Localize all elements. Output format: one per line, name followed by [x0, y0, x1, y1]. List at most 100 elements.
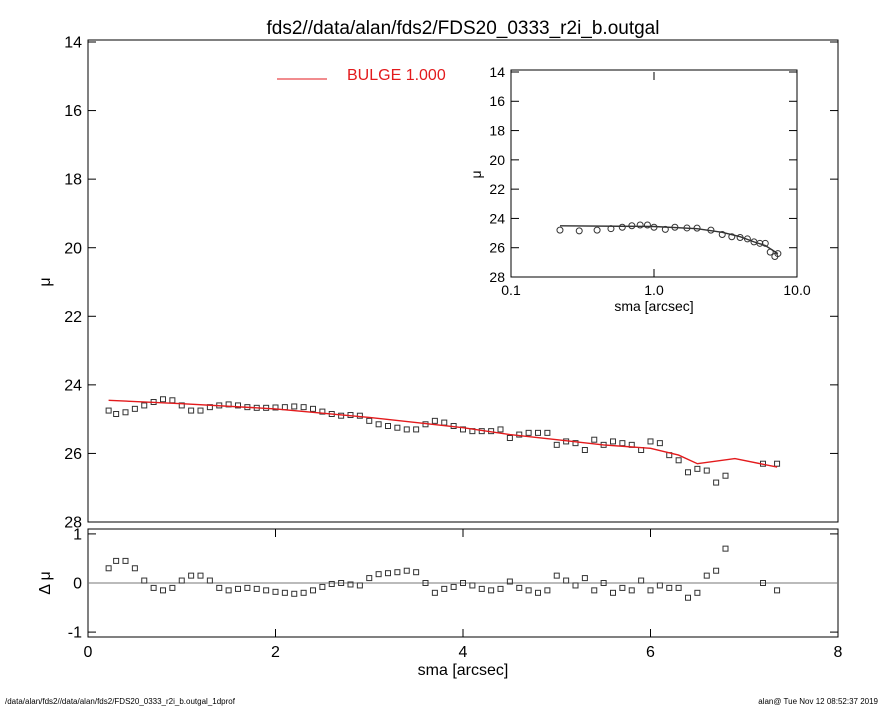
data-point: [506, 578, 513, 585]
data-point: [685, 594, 691, 601]
data-point: [636, 221, 644, 229]
y-tick-label: 20: [64, 240, 82, 257]
data-point: [774, 587, 781, 594]
data-point: [694, 465, 701, 472]
data-point: [703, 572, 710, 579]
data-point: [581, 447, 588, 453]
data-point: [141, 402, 148, 409]
data-point: [553, 572, 560, 579]
data-point: [160, 396, 166, 403]
data-point: [581, 575, 588, 582]
data-point: [385, 570, 391, 577]
data-point: [441, 585, 448, 592]
data-point: [422, 580, 429, 586]
data-point: [113, 411, 120, 417]
x-axis-label: sma [arcsec]: [418, 662, 509, 679]
x-tick-label: 0: [84, 644, 93, 661]
x-tick-label: 4: [459, 644, 468, 661]
data-point: [544, 587, 551, 594]
data-point: [375, 571, 382, 578]
data-point: [319, 583, 326, 590]
data-point: [431, 417, 438, 424]
y-tick-label: 24: [489, 210, 505, 226]
data-point: [431, 589, 438, 596]
data-point: [310, 587, 316, 594]
data-point: [760, 580, 766, 586]
data-point: [394, 569, 401, 576]
data-point: [535, 589, 541, 596]
data-point: [131, 405, 138, 412]
x-axis-label: sma [arcsec]: [614, 298, 693, 314]
data-point: [385, 423, 391, 429]
y-tick-label: 24: [64, 377, 82, 394]
data-point: [497, 426, 504, 433]
x-tick-label: 6: [646, 644, 655, 661]
data-point: [469, 582, 476, 589]
data-point: [656, 582, 663, 589]
data-point: [319, 408, 326, 415]
data-point: [647, 587, 654, 594]
data-point: [506, 435, 513, 441]
data-point: [638, 577, 645, 584]
footer-right: alan@ Tue Nov 12 08:52:37 2019: [758, 697, 878, 706]
data-point: [572, 440, 579, 447]
y-tick-label: -1: [68, 625, 82, 642]
data-point: [713, 479, 720, 486]
y-tick-label: 1: [73, 527, 82, 544]
data-point: [122, 409, 129, 416]
y-tick-label: 14: [64, 35, 82, 52]
data-point: [575, 227, 583, 235]
data-point: [263, 587, 270, 594]
legend-label: BULGE 1.000: [347, 67, 446, 84]
x-tick-label: 1.0: [644, 282, 664, 298]
data-point: [253, 585, 260, 592]
x-tick-label: 8: [834, 644, 843, 661]
data-point: [618, 223, 626, 231]
data-point: [497, 585, 504, 592]
data-point: [300, 589, 307, 596]
data-point: [666, 584, 673, 591]
data-point: [774, 250, 782, 258]
data-point: [235, 402, 241, 409]
data-point: [656, 440, 663, 447]
data-point: [591, 587, 598, 594]
y-axis-label: μ: [468, 170, 484, 178]
data-point: [643, 221, 651, 229]
data-point: [281, 589, 288, 596]
data-point: [188, 572, 195, 579]
y-tick-label: 26: [64, 446, 82, 463]
data-point: [272, 404, 279, 411]
data-point: [728, 233, 736, 241]
data-point: [150, 584, 157, 591]
x-tick-label: 10.0: [783, 282, 810, 298]
data-point: [338, 580, 345, 586]
data-point: [460, 426, 466, 433]
y-tick-label: 16: [64, 103, 82, 120]
y-axis-label: Δ μ: [37, 571, 54, 594]
data-point: [375, 421, 382, 428]
data-point: [160, 587, 166, 594]
data-point: [647, 438, 654, 445]
y-tick-label: 14: [489, 64, 505, 80]
data-point: [450, 583, 457, 590]
data-point: [703, 467, 710, 474]
data-point: [197, 407, 204, 414]
data-point: [600, 580, 607, 586]
data-point: [535, 429, 541, 436]
y-tick-label: 22: [64, 309, 82, 326]
y-axis-label: μ: [37, 277, 54, 286]
model-line: [108, 399, 778, 468]
data-point: [403, 426, 410, 433]
data-point: [774, 460, 781, 467]
data-point: [413, 426, 420, 433]
data-point: [685, 469, 691, 476]
data-point: [694, 589, 701, 596]
data-point: [188, 407, 195, 414]
data-point: [478, 585, 485, 592]
data-point: [310, 405, 316, 412]
data-point: [544, 429, 551, 436]
data-point: [131, 565, 138, 572]
data-point: [591, 436, 598, 443]
